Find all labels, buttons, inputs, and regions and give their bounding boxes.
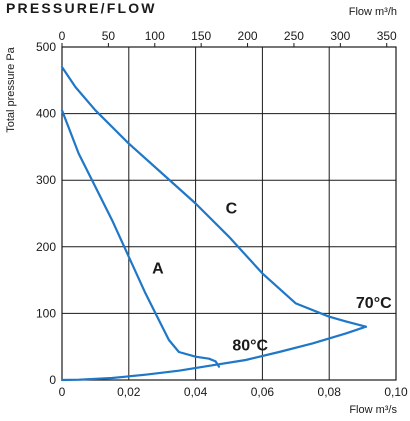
x-axis-label: Flow m³/s <box>349 404 397 416</box>
curve-label: 80°C <box>232 338 268 355</box>
y-tick-label: 400 <box>36 107 56 121</box>
curves <box>60 65 367 382</box>
y-tick-label: 100 <box>36 306 56 320</box>
x2-tick-label: 50 <box>102 29 116 43</box>
curve-label: A <box>152 260 164 277</box>
x2-axis-label: Flow m³/h <box>349 6 397 18</box>
grid <box>62 47 396 380</box>
x2-tick-label: 350 <box>377 29 397 43</box>
chart-title: PRESSURE/FLOW <box>6 0 157 16</box>
curve-label: C <box>226 201 238 218</box>
y-tick-label: 0 <box>49 373 56 387</box>
x2-tick-label: 150 <box>191 29 211 43</box>
x-tick-label: 0,02 <box>117 385 141 399</box>
curve-system <box>60 325 367 382</box>
curve-c <box>60 65 367 328</box>
curve-a <box>60 109 221 368</box>
x2-tick-label: 250 <box>284 29 304 43</box>
x2-tick-label: 200 <box>238 29 258 43</box>
x-tick-label: 0,08 <box>318 385 342 399</box>
curve-labels: A C 70°C 80°C <box>152 201 392 355</box>
y-axis-label: Total pressure Pa <box>5 46 17 132</box>
x2-tick-label: 300 <box>330 29 350 43</box>
x-tick-label: 0 <box>59 385 66 399</box>
plot-frame <box>61 46 397 381</box>
x2-tick-label: 0 <box>59 29 66 43</box>
y-tick-label: 200 <box>36 240 56 254</box>
x-tick-label: 0,04 <box>184 385 208 399</box>
x-tick-label: 0,06 <box>251 385 275 399</box>
curve-label: 70°C <box>356 295 392 312</box>
y-tick-label: 500 <box>36 40 56 54</box>
x2-tick-label: 100 <box>145 29 165 43</box>
y-tick-label: 300 <box>36 173 56 187</box>
x-tick-label: 0,10 <box>384 385 408 399</box>
